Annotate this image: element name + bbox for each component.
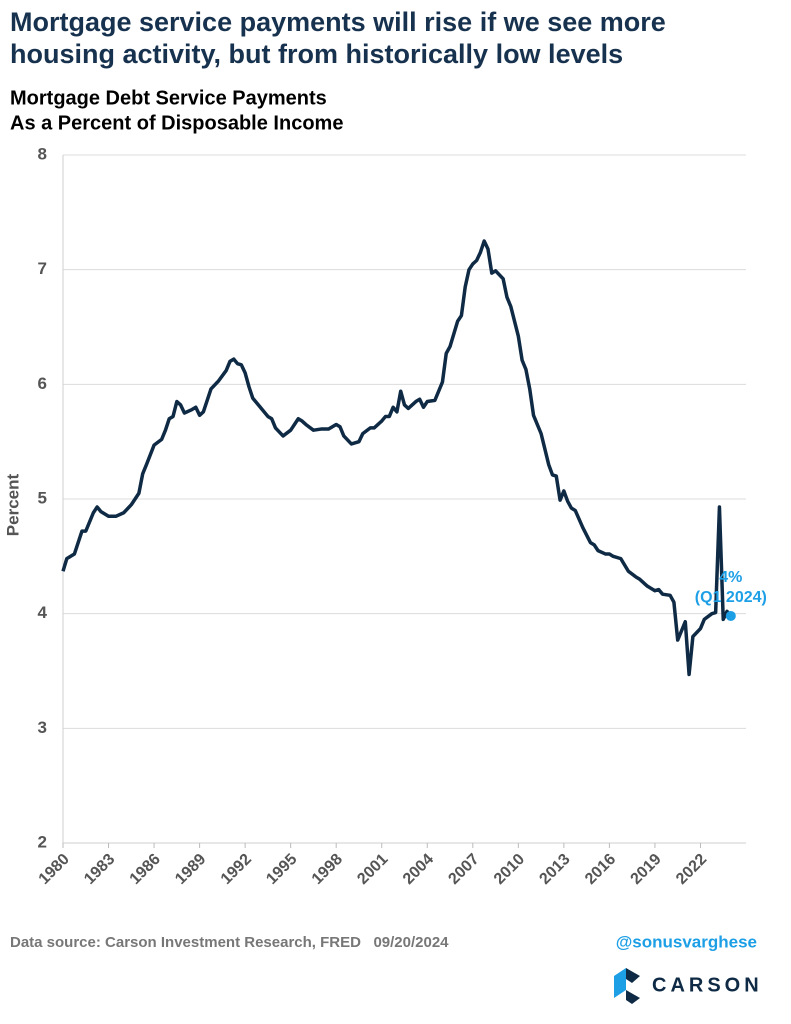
x-tick-label: 1998 [309,851,346,888]
y-axis-label: Percent [3,473,22,536]
subtitle: Mortgage Debt Service Payments [10,87,327,109]
brand: CARSON [652,974,763,996]
logo [626,990,640,1004]
annotation: (Q1 2024) [695,589,767,606]
y-tick-label: 8 [38,144,47,163]
subtitle: As a Percent of Disposable Income [10,112,343,134]
x-tick-label: 2019 [628,851,665,888]
x-tick-label: 2007 [445,851,482,888]
x-tick-label: 1980 [36,851,73,888]
y-tick-label: 6 [38,374,47,393]
y-tick-label: 3 [38,718,47,737]
x-tick-label: 1983 [81,851,118,888]
x-tick-label: 2016 [582,851,619,888]
y-tick-label: 4 [38,603,48,622]
logo [614,968,626,998]
x-tick-label: 2022 [673,851,710,888]
handle: @sonusvarghese [616,932,757,951]
x-tick-label: 1995 [263,851,300,888]
source: Data source: Carson Investment Research,… [10,934,449,951]
x-tick-label: 2004 [400,851,437,888]
y-tick-label: 7 [38,259,47,278]
highlight-point [725,610,736,621]
annotation: 4% [719,569,742,586]
x-tick-label: 2013 [536,851,573,888]
x-tick-label: 1989 [172,851,209,888]
y-tick-label: 2 [38,832,47,851]
x-tick-label: 2010 [491,851,528,888]
x-tick-label: 1992 [218,851,255,888]
line [61,239,733,677]
y-tick-label: 5 [38,488,47,507]
x-tick-label: 2001 [354,851,391,888]
x-tick-label: 1986 [127,851,164,888]
chart-title: Mortgage service payments will rise if w… [10,7,666,69]
logo [626,968,640,983]
